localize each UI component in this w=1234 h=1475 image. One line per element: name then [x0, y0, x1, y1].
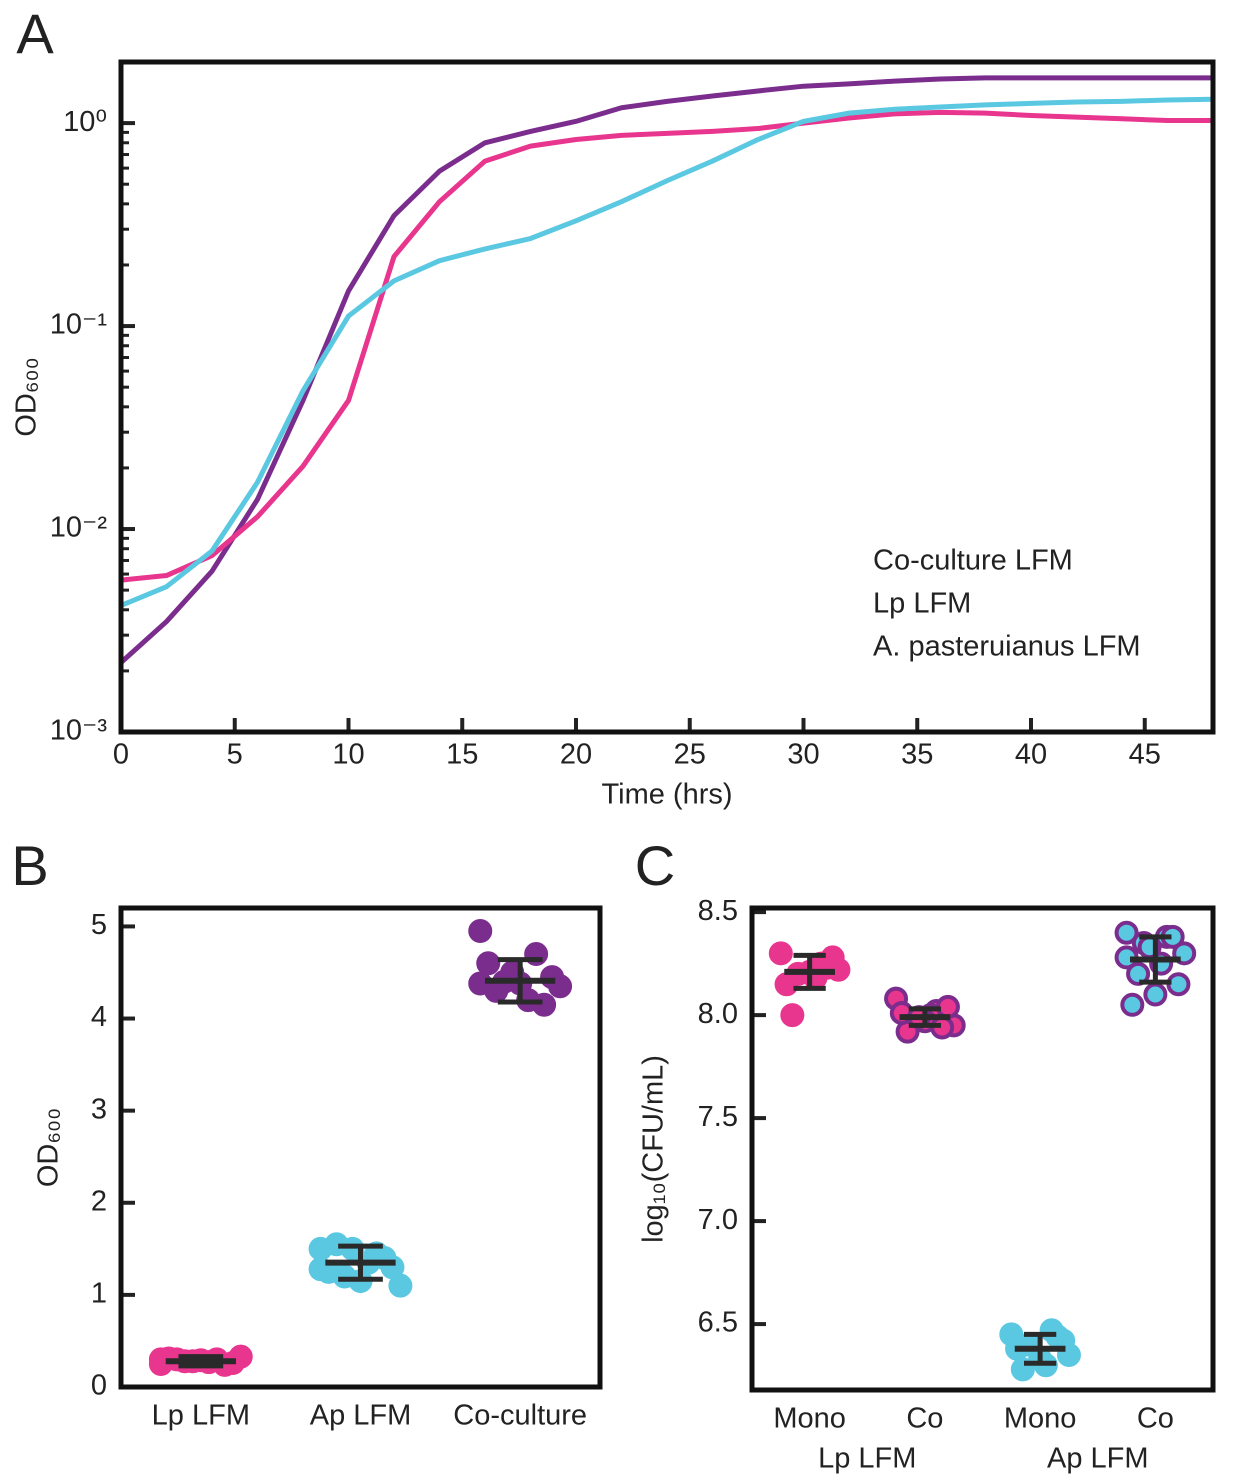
- data-point: [476, 951, 501, 976]
- x-tick-label: Co: [1137, 1403, 1174, 1435]
- y-tick-label: 7.5: [698, 1101, 738, 1133]
- y-tick-label: 10⁰: [63, 106, 107, 138]
- x-tick-label: 15: [446, 739, 478, 771]
- data-point: [1126, 961, 1151, 986]
- y-tick-label: 1: [91, 1278, 107, 1310]
- data-point: [1120, 992, 1145, 1017]
- x-tick-label: Mono: [1004, 1403, 1077, 1435]
- y-tick-label: 10⁻²: [50, 512, 108, 544]
- data-point: [768, 941, 793, 966]
- group-label: Lp LFM: [818, 1443, 916, 1475]
- x-tick-label: 35: [901, 739, 933, 771]
- y-tick-label: 7.0: [698, 1204, 738, 1236]
- x-tick-label: Co-culture: [453, 1400, 587, 1432]
- panel-label: B: [11, 834, 48, 897]
- y-tick-label: 2: [91, 1185, 107, 1217]
- y-tick-label: 5: [91, 909, 107, 941]
- series-line: [120, 96, 1214, 608]
- legend-entry: A. pasteruianus LFM: [873, 631, 1141, 663]
- x-tick-label: 10: [332, 739, 364, 771]
- y-tick-label: 0: [91, 1370, 107, 1402]
- series-line: [120, 109, 1213, 583]
- axes-frame: [749, 905, 1216, 1393]
- data-point: [780, 1003, 805, 1028]
- x-axis-label: Time (hrs): [601, 779, 732, 811]
- x-tick-label: 40: [1015, 739, 1047, 771]
- axes-frame: [118, 59, 1216, 735]
- data-point: [540, 965, 565, 990]
- panel-label: C: [635, 834, 675, 897]
- legend-entry: Lp LFM: [873, 588, 971, 620]
- y-tick-label: 8.0: [698, 998, 738, 1030]
- panel-label: A: [16, 2, 54, 65]
- y-axis-label: log₁₀(CFU/mL): [638, 1055, 670, 1243]
- axes-frame: [118, 905, 603, 1390]
- legend-entry: Co-culture LFM: [873, 545, 1073, 577]
- x-tick-label: Mono: [773, 1403, 846, 1435]
- y-tick-label: 6.5: [698, 1307, 738, 1339]
- y-axis-label: OD₆₀₀: [33, 1108, 65, 1187]
- x-tick-label: 20: [560, 739, 592, 771]
- x-tick-label: Co: [906, 1403, 943, 1435]
- series-line: [119, 75, 1213, 665]
- x-tick-label: 5: [227, 739, 243, 771]
- y-tick-label: 10⁻³: [50, 715, 108, 747]
- x-tick-label: 30: [787, 739, 819, 771]
- y-tick-label: 8.5: [698, 895, 738, 927]
- group-label: Ap LFM: [1047, 1443, 1149, 1475]
- data-point: [1114, 920, 1139, 945]
- y-tick-label: 10⁻¹: [50, 309, 108, 341]
- x-tick-label: 25: [674, 739, 706, 771]
- data-point: [1143, 982, 1168, 1007]
- y-tick-label: 3: [91, 1093, 107, 1125]
- data-point: [774, 972, 799, 997]
- x-tick-label: 0: [113, 739, 129, 771]
- x-tick-label: Ap LFM: [310, 1400, 412, 1432]
- x-tick-label: 45: [1129, 739, 1161, 771]
- y-axis-label: OD₆₀₀: [11, 357, 43, 436]
- data-point: [468, 919, 493, 944]
- y-tick-label: 4: [91, 1001, 107, 1033]
- x-tick-label: Lp LFM: [152, 1400, 250, 1432]
- data-point: [532, 992, 557, 1017]
